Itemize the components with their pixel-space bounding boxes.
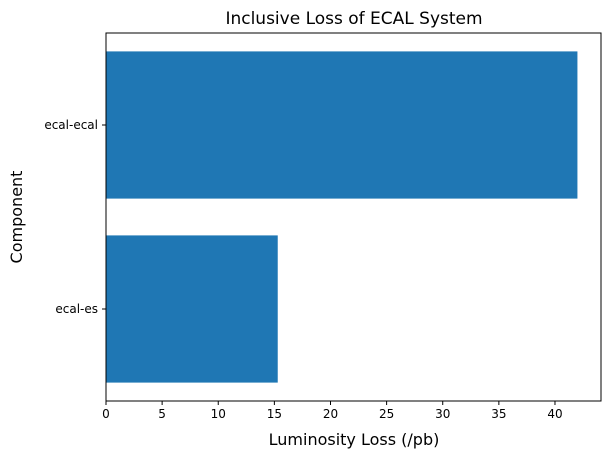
y-tick-label: ecal-es — [55, 302, 98, 316]
x-tick-label: 20 — [323, 407, 338, 421]
x-tick-label: 35 — [491, 407, 506, 421]
bars-group — [106, 51, 577, 382]
y-tick-label: ecal-ecal — [44, 118, 98, 132]
bar-ecal-ecal — [106, 51, 577, 198]
x-tick-label: 0 — [102, 407, 110, 421]
x-tick-label: 40 — [547, 407, 562, 421]
bar-ecal-es — [106, 235, 278, 382]
x-axis-label: Luminosity Loss (/pb) — [269, 430, 440, 449]
y-axis-label: Component — [7, 171, 26, 264]
x-tick-label: 10 — [211, 407, 226, 421]
x-tick-label: 25 — [379, 407, 394, 421]
x-tick-label: 5 — [158, 407, 166, 421]
x-tick-label: 15 — [267, 407, 282, 421]
y-axis: ecal-ecal ecal-es — [44, 118, 106, 316]
chart-title: Inclusive Loss of ECAL System — [225, 9, 482, 29]
x-tick-label: 30 — [435, 407, 450, 421]
x-axis: 0 5 10 15 20 25 30 35 40 — [102, 401, 562, 421]
